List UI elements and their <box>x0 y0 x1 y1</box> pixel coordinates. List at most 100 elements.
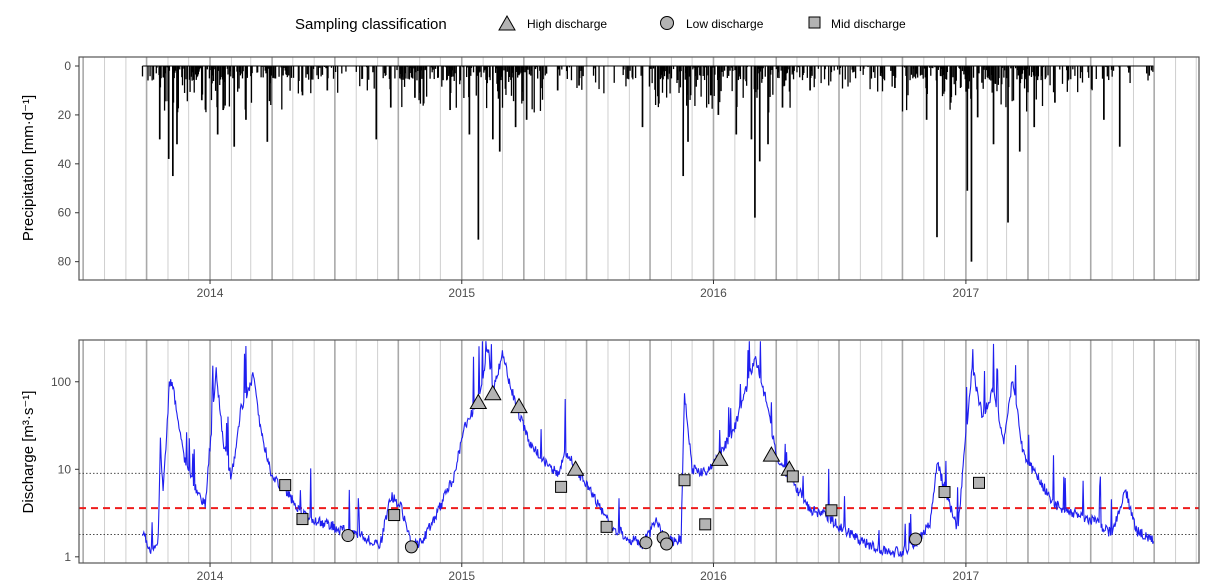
legend-item-high-label: High discharge <box>527 17 607 31</box>
precipitation-bar <box>1105 66 1107 68</box>
precipitation-bar <box>932 66 934 69</box>
precipitation-bar <box>429 66 431 79</box>
precipitation-bar <box>530 66 532 76</box>
precipitation-bar <box>224 66 226 106</box>
high-discharge-marker <box>483 384 502 401</box>
precipitation-bar <box>666 66 668 78</box>
precipitation-bar <box>891 66 893 87</box>
precipitation-bar <box>787 66 789 70</box>
precipitation-bar <box>533 66 535 113</box>
precipitation-bar <box>194 66 197 75</box>
discharge-gridlines <box>82 340 1197 563</box>
precipitation-bar <box>941 66 944 97</box>
precipitation-peak-bar <box>709 66 712 96</box>
precipitation-bar <box>151 66 153 81</box>
precipitation-bar <box>654 66 656 90</box>
low-discharge-marker <box>639 536 653 550</box>
precipitation-bar <box>1108 66 1110 81</box>
precipitation-bar <box>721 66 723 72</box>
precipitation-bar <box>312 66 314 80</box>
precipitation-bar <box>669 66 671 94</box>
precipitation-bar <box>402 66 404 80</box>
precipitation-bar <box>792 66 795 80</box>
legend: Sampling classification High discharge L… <box>295 14 906 33</box>
x-tick-label: 2017 <box>953 286 980 300</box>
precipitation-bar <box>988 66 990 77</box>
precipitation-bar <box>987 66 989 79</box>
precipitation-bar <box>341 66 343 74</box>
precipitation-bar <box>459 66 462 81</box>
precipitation-bar <box>510 66 513 96</box>
precipitation-bar <box>229 66 231 72</box>
precipitation-bar <box>802 66 804 76</box>
precipitation-peak-bar <box>578 66 580 86</box>
precipitation-bar <box>462 66 464 68</box>
precipitation-bar <box>1017 66 1019 70</box>
mid-discharge-marker <box>296 513 309 526</box>
precipitation-bar <box>208 66 211 79</box>
x-tick-label: 2017 <box>953 569 980 582</box>
precipitation-bar <box>1027 66 1029 93</box>
precipitation-bar <box>512 66 515 102</box>
precipitation-bar <box>405 66 407 79</box>
precipitation-peak-bar <box>326 66 329 91</box>
precipitation-bar <box>739 66 742 80</box>
precipitation-bar <box>214 66 216 67</box>
precipitation-bar <box>757 66 760 70</box>
precipitation-bar <box>955 66 957 81</box>
precipitation-bar <box>384 66 386 76</box>
precipitation-bar <box>372 66 375 69</box>
precipitation-bar <box>181 66 183 78</box>
precipitation-bar <box>1128 66 1130 73</box>
precipitation-bar <box>841 66 844 89</box>
precipitation-bar <box>625 66 627 87</box>
precipitation-bar <box>797 66 800 68</box>
legend-circle-icon <box>660 16 674 30</box>
precipitation-bar <box>506 66 508 72</box>
precipitation-bar <box>942 66 944 75</box>
precipitation-bar <box>1024 66 1026 80</box>
precipitation-bar <box>186 66 188 102</box>
precipitation-bar <box>383 66 386 74</box>
precipitation-bar <box>1047 66 1049 76</box>
precipitation-bar <box>424 66 426 71</box>
precipitation-bar <box>778 66 780 79</box>
precipitation-bar <box>539 66 542 111</box>
mid-discharge-marker <box>825 504 838 517</box>
precipitation-peak-bar <box>687 66 689 142</box>
precipitation-bar <box>576 66 578 88</box>
precipitation-bar <box>366 66 368 91</box>
precipitation-bar <box>777 66 779 78</box>
precipitation-bar <box>859 66 862 72</box>
precipitation-bar <box>437 66 440 78</box>
precipitation-bar <box>916 66 918 75</box>
precipitation-bar <box>1021 66 1024 74</box>
x-tick-label: 2016 <box>700 569 727 582</box>
precipitation-bar <box>268 66 271 102</box>
precipitation-peak-bar <box>992 66 995 145</box>
precipitation-bar <box>292 66 295 78</box>
precipitation-bar <box>1028 66 1031 76</box>
precipitation-bar <box>198 66 200 72</box>
precipitation-bar <box>441 66 443 87</box>
precipitation-bar <box>654 66 657 106</box>
precipitation-bar <box>679 66 682 88</box>
precipitation-bar <box>700 66 702 97</box>
precipitation-bar <box>183 66 185 69</box>
precipitation-bar <box>1003 66 1005 78</box>
precipitation-bar <box>1129 66 1131 84</box>
precipitation-bar <box>177 66 180 109</box>
precipitation-bar <box>919 66 922 76</box>
precipitation-bar <box>242 66 244 72</box>
precipitation-peak-bar <box>735 66 738 135</box>
precipitation-bar <box>801 66 804 81</box>
precipitation-bar <box>388 66 391 79</box>
precipitation-bar <box>692 66 694 70</box>
precipitation-peak-bar <box>449 66 451 111</box>
precipitation-peak-bar <box>1018 66 1021 152</box>
precipitation-bar <box>306 66 308 75</box>
precipitation-bar <box>308 66 310 80</box>
precipitation-bar <box>1021 66 1023 80</box>
precipitation-bar <box>943 66 945 94</box>
precipitation-bar <box>711 66 713 109</box>
